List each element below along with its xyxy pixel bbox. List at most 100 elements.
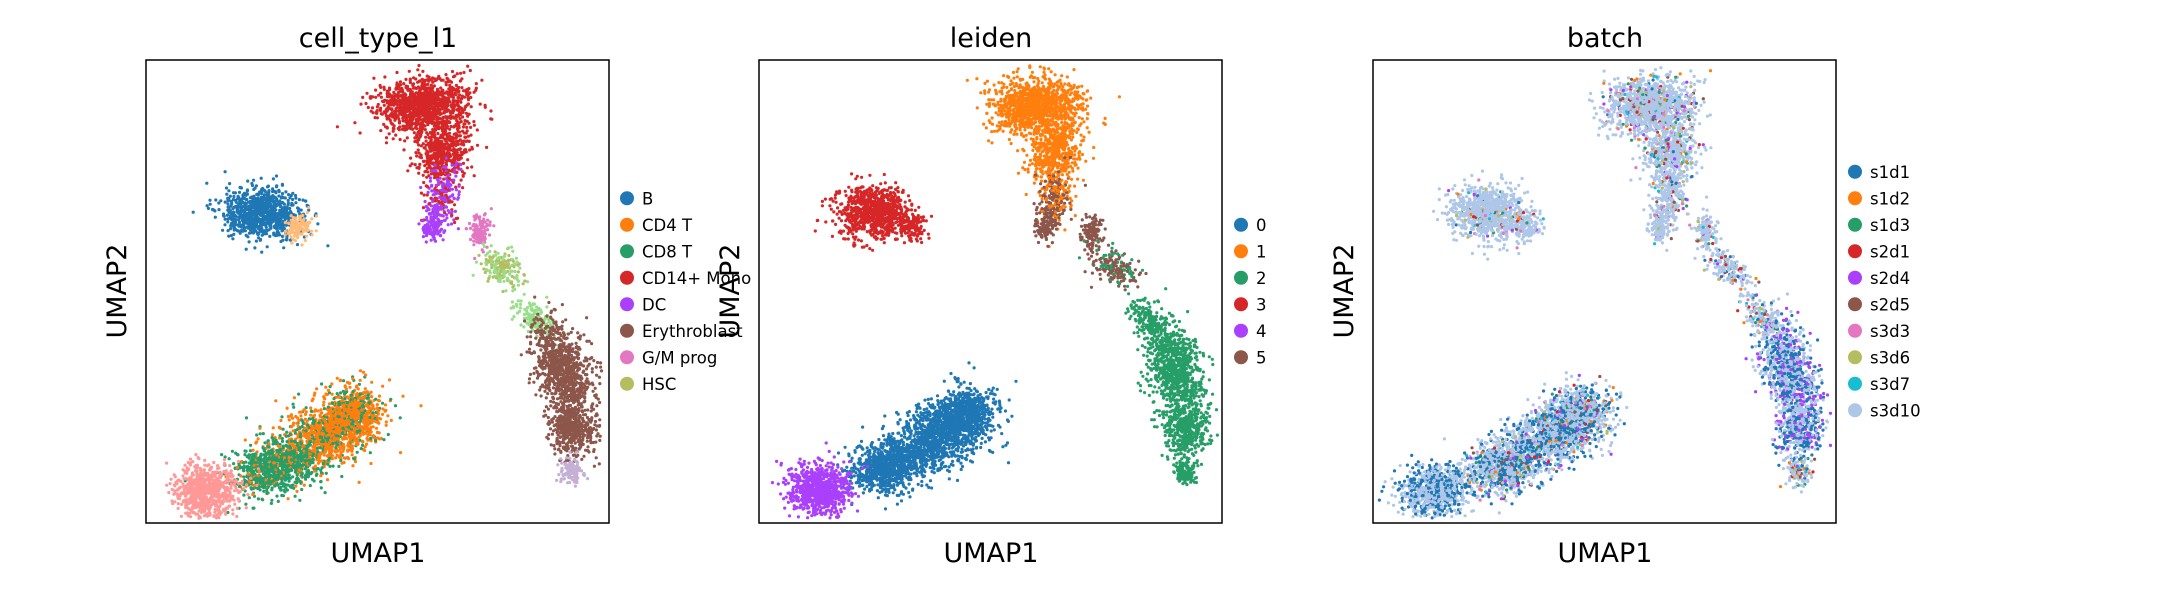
cell-point	[401, 119, 405, 123]
cell-point	[413, 125, 418, 130]
cell-point	[562, 415, 566, 420]
cell-point	[571, 388, 575, 392]
cell-point	[547, 366, 551, 370]
cell-point	[248, 218, 253, 222]
cell-point	[266, 214, 270, 218]
cell-point	[475, 143, 480, 147]
cell-point	[246, 221, 250, 226]
cell-point	[576, 410, 580, 414]
cell-point	[271, 214, 275, 218]
cell-point	[561, 433, 566, 437]
cell-point	[424, 240, 428, 244]
cell-point	[553, 447, 557, 451]
cell-point	[463, 135, 467, 139]
cell-point	[554, 428, 558, 432]
cell-point	[556, 402, 560, 406]
cell-point	[550, 346, 555, 350]
cell-point	[583, 391, 587, 395]
cell-point	[475, 128, 479, 132]
cell-point	[561, 477, 565, 481]
cell-point	[482, 245, 486, 249]
cell-point	[217, 201, 221, 205]
cell-point	[260, 187, 264, 192]
cell-point	[484, 257, 488, 262]
cell-point	[420, 84, 424, 88]
cell-point	[254, 218, 259, 222]
cell-point	[435, 78, 439, 82]
cell-point	[586, 429, 590, 433]
cell-point	[236, 207, 240, 211]
cell-point	[385, 92, 390, 96]
cell-point	[595, 404, 599, 408]
cell-point	[251, 204, 255, 209]
cell-point	[303, 238, 307, 243]
cell-point	[580, 409, 584, 413]
cell-point	[412, 82, 416, 86]
cell-point	[379, 112, 383, 116]
cell-point	[396, 96, 400, 100]
cell-point	[562, 403, 566, 407]
cell-point	[576, 331, 580, 335]
cell-point	[479, 226, 483, 230]
cell-point	[431, 130, 435, 134]
cell-point	[581, 435, 585, 439]
cell-point	[501, 289, 505, 294]
cell-point	[442, 130, 446, 134]
cell-point	[428, 224, 432, 228]
cell-point	[452, 203, 457, 207]
cell-point	[415, 95, 419, 99]
cell-point	[309, 229, 313, 233]
cell-point	[572, 367, 576, 371]
cell-point	[238, 185, 242, 189]
cell-point	[561, 410, 565, 414]
cell-point	[451, 193, 455, 197]
cell-point	[473, 227, 477, 231]
cell-point	[550, 418, 554, 422]
cell-point	[596, 397, 600, 401]
cell-point	[451, 95, 456, 100]
cell-point	[421, 173, 425, 177]
cell-point	[259, 176, 263, 180]
cell-point	[486, 279, 490, 283]
cell-point	[450, 159, 454, 163]
cell-point	[326, 244, 330, 248]
cell-point	[423, 124, 427, 128]
cell-point	[549, 404, 553, 408]
cell-point	[564, 442, 569, 446]
cell-point	[268, 202, 272, 206]
cell-point	[418, 155, 422, 159]
cell-point	[460, 86, 464, 90]
cell-point	[512, 262, 517, 266]
cell-point	[588, 426, 593, 430]
cell-point	[442, 111, 446, 115]
cell-point	[444, 183, 448, 187]
cell-point	[457, 158, 461, 162]
cell-point	[574, 470, 579, 474]
cell-point	[431, 207, 435, 212]
cell-point	[310, 233, 314, 237]
cell-point	[434, 169, 438, 173]
cell-point	[583, 413, 588, 417]
cell-point	[598, 400, 602, 405]
cell-point	[572, 401, 576, 405]
panel-title: cell_type_l1	[299, 23, 457, 54]
cell-point	[469, 133, 473, 137]
cell-point	[392, 127, 396, 131]
cell-point	[213, 215, 217, 219]
cell-point	[423, 199, 427, 204]
cell-point	[591, 383, 595, 387]
cell-point	[416, 68, 420, 72]
cell-point	[565, 447, 570, 451]
cell-point	[379, 95, 383, 99]
cell-point	[467, 221, 472, 226]
cell-point	[546, 392, 550, 396]
cell-point	[522, 273, 526, 277]
cell-point	[465, 125, 469, 129]
cell-point	[223, 170, 227, 174]
cell-point	[548, 320, 552, 324]
cell-point	[310, 217, 314, 221]
cell-point	[529, 317, 533, 321]
cell-point	[456, 96, 460, 100]
cell-point	[564, 367, 568, 371]
cell-point	[576, 351, 580, 355]
